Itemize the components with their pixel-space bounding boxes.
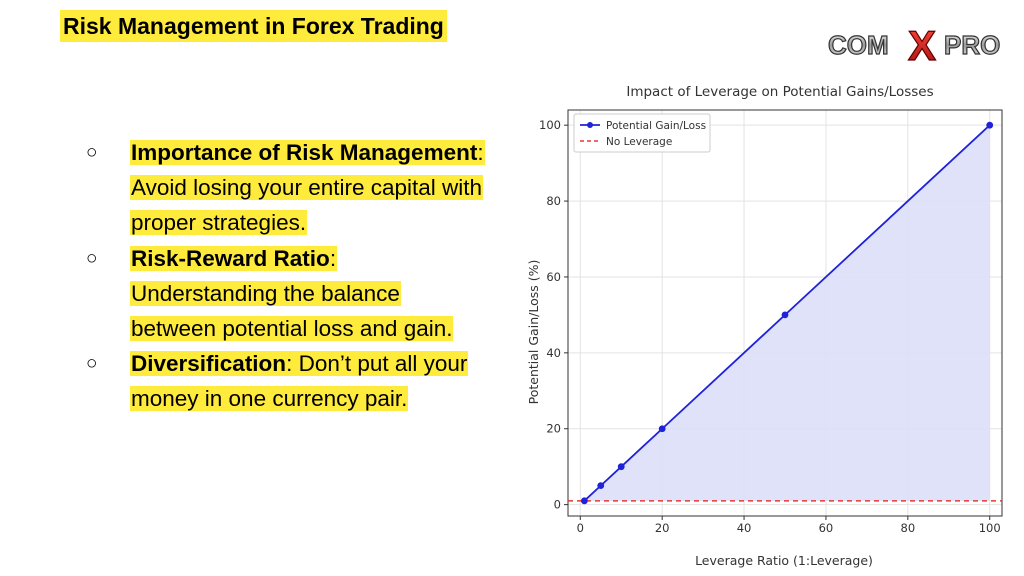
gain-loss-line [583,124,991,502]
logo-text-pro: PRO [944,30,1000,60]
y-tick-label: 40 [546,346,561,360]
x-tick-label: 40 [737,521,752,535]
chart-svg: Impact of Leverage on Potential Gains/Lo… [526,84,1003,568]
data-point [597,482,605,490]
bullet-term: Risk-Reward Ratio [131,245,330,271]
bullet-list: ○ Importance of Risk Management: Avoid l… [86,135,486,417]
logo-text-com: COM [828,30,889,60]
bullet-separator: : [477,140,484,165]
y-tick-label: 0 [554,498,561,512]
y-tick-label: 60 [546,270,561,284]
x-tick-label: 100 [979,521,1001,535]
y-tick-label: 100 [539,118,561,132]
bullet-text: Importance of Risk Management: Avoid los… [130,140,485,236]
bullet-item: ○ Diversification: Don’t put all your mo… [86,346,486,416]
x-tick-label: 20 [655,521,670,535]
data-point [781,311,789,319]
legend-box [573,113,711,153]
legend-label-no-leverage: No Leverage [606,136,672,148]
y-tick-label: 20 [546,422,561,436]
bullet-term: Importance of Risk Management [131,140,478,165]
x-tick-label: 0 [577,521,584,535]
logo-text-x: X [908,22,936,68]
plot-frame [567,109,1003,517]
data-point [617,463,625,471]
data-point [658,425,666,433]
bullet-description: Don’t put all your money in one currency… [131,351,468,412]
bullet-item: ○ Risk-Reward Ratio: Understanding the b… [86,241,486,347]
bullet-separator: : [329,245,337,271]
y-axis-label: Potential Gain/Loss (%) [526,260,541,405]
legend-label-gain: Potential Gain/Loss [606,120,706,132]
legend-marker-gain [587,122,593,128]
bullet-description: Understanding the balance between potent… [131,280,453,342]
bullet-term: Diversification [131,351,287,377]
bullet-marker: ○ [86,142,98,163]
bullet-text: Diversification: Don’t put all your mone… [130,351,469,412]
data-point [580,497,588,505]
bullet-text: Risk-Reward Ratio: Understanding the bal… [130,245,454,342]
slide-title: Risk Management in Forex Trading [60,10,447,42]
x-axis-label: Leverage Ratio (1:Leverage) [695,553,873,568]
bullet-description: Avoid losing your entire capital with pr… [131,175,483,236]
chart-title: Impact of Leverage on Potential Gains/Lo… [626,84,933,100]
comxpro-logo: COM X PRO [826,20,1018,69]
data-point [986,121,994,129]
bullet-marker: ○ [86,247,98,269]
y-tick-label: 80 [546,194,561,208]
logo-graphic: COM X PRO [827,21,1001,69]
x-tick-label: 60 [819,521,834,535]
bullet-item: ○ Importance of Risk Management: Avoid l… [86,135,486,241]
bullet-separator: : [286,351,293,377]
bullet-marker: ○ [86,353,98,375]
x-tick-label: 80 [901,521,916,535]
leverage-chart: Impact of Leverage on Potential Gains/Lo… [520,75,1020,575]
